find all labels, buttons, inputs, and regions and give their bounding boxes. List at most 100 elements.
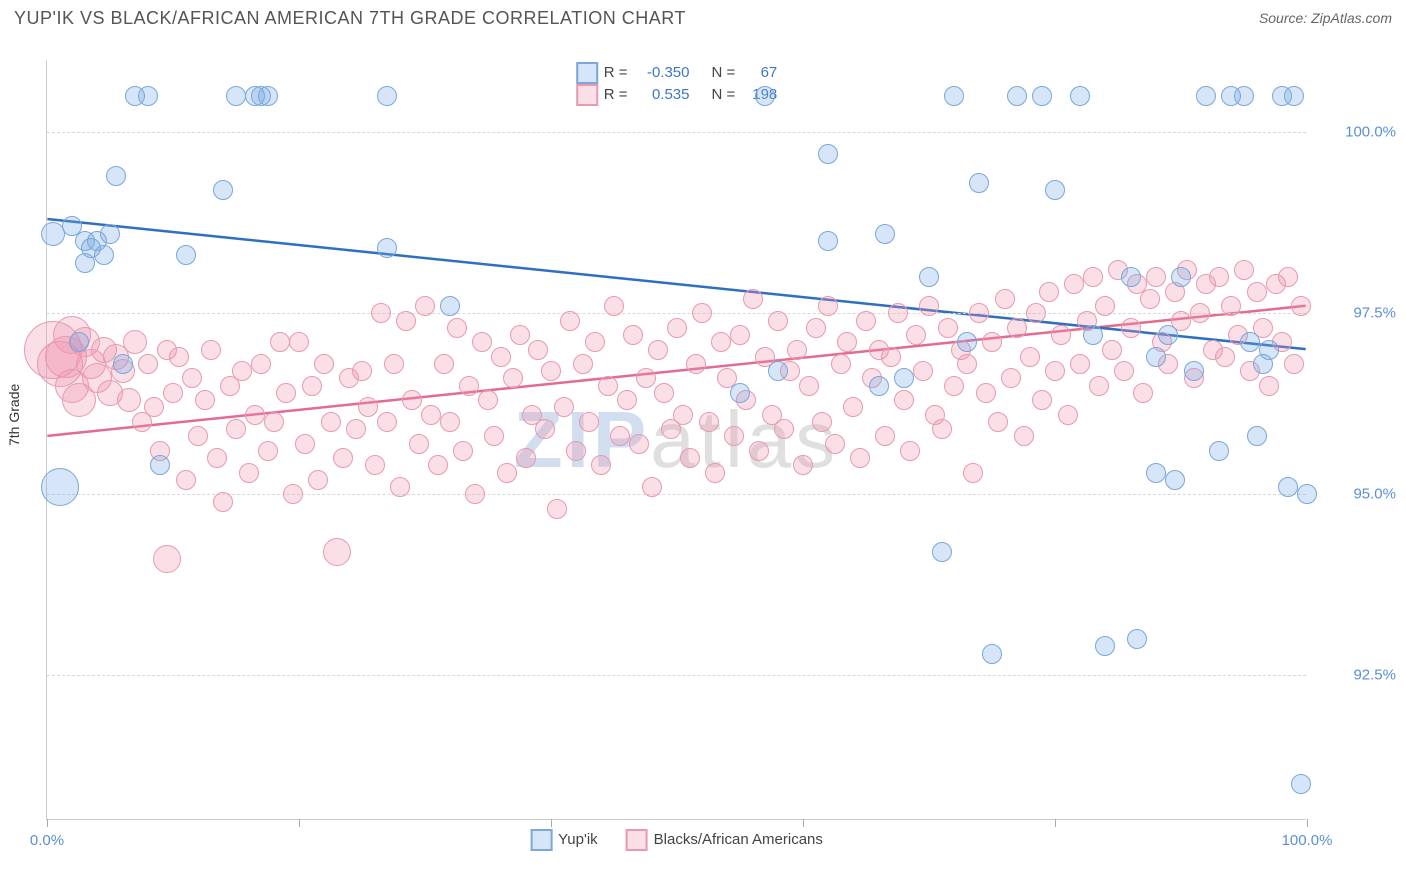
- source-label: Source: ZipAtlas.com: [1259, 10, 1392, 26]
- x-tick: [1307, 819, 1308, 827]
- data-point-pink: [283, 484, 303, 504]
- plot-area: ZIPatlas R = -0.350 N = 67 R = 0.535 N =…: [46, 60, 1306, 820]
- data-point-pink: [295, 434, 315, 454]
- data-point-blue: [213, 180, 233, 200]
- data-point-blue: [1083, 325, 1103, 345]
- data-point-pink: [843, 397, 863, 417]
- data-point-pink: [610, 426, 630, 446]
- data-point-pink: [1114, 361, 1134, 381]
- data-point-pink: [774, 419, 794, 439]
- data-point-pink: [434, 354, 454, 374]
- data-point-pink: [308, 470, 328, 490]
- data-point-pink: [396, 311, 416, 331]
- data-point-pink: [995, 289, 1015, 309]
- data-point-pink: [591, 455, 611, 475]
- x-tick: [299, 819, 300, 827]
- data-point-pink: [264, 412, 284, 432]
- data-point-pink: [402, 390, 422, 410]
- data-point-pink: [573, 354, 593, 374]
- data-point-pink: [636, 368, 656, 388]
- data-point-pink: [623, 325, 643, 345]
- data-point-pink: [812, 412, 832, 432]
- x-tick: [803, 819, 804, 827]
- data-point-pink: [856, 311, 876, 331]
- data-point-blue: [818, 144, 838, 164]
- data-point-pink: [963, 463, 983, 483]
- data-point-pink: [497, 463, 517, 483]
- grid-line: [47, 313, 1306, 314]
- data-point-pink: [932, 419, 952, 439]
- data-point-pink: [818, 296, 838, 316]
- data-point-pink: [289, 332, 309, 352]
- data-point-pink: [459, 376, 479, 396]
- data-point-blue: [982, 644, 1002, 664]
- data-point-blue: [957, 332, 977, 352]
- data-point-pink: [825, 434, 845, 454]
- data-point-blue: [258, 86, 278, 106]
- data-point-blue: [226, 86, 246, 106]
- legend-swatch-blue: [576, 62, 598, 84]
- n-label: N =: [712, 84, 736, 106]
- data-point-pink: [793, 455, 813, 475]
- data-point-pink: [176, 470, 196, 490]
- data-point-pink: [642, 477, 662, 497]
- bottom-legend-item-blue: Yup'ik: [530, 829, 598, 851]
- n-value-blue: 67: [741, 62, 777, 84]
- data-point-blue: [1259, 340, 1279, 360]
- data-point-blue: [1070, 86, 1090, 106]
- y-tick-label: 100.0%: [1316, 124, 1396, 141]
- data-point-blue: [875, 224, 895, 244]
- data-point-pink: [365, 455, 385, 475]
- data-point-blue: [377, 86, 397, 106]
- grid-line: [47, 675, 1306, 676]
- data-point-pink: [447, 318, 467, 338]
- data-point-pink: [1007, 318, 1027, 338]
- data-point-blue: [1171, 267, 1191, 287]
- data-point-pink: [491, 347, 511, 367]
- data-point-pink: [881, 347, 901, 367]
- data-point-blue: [75, 253, 95, 273]
- data-point-pink: [195, 390, 215, 410]
- data-point-pink: [390, 477, 410, 497]
- data-point-pink: [560, 311, 580, 331]
- data-point-pink: [472, 332, 492, 352]
- data-point-pink: [163, 383, 183, 403]
- data-point-pink: [1001, 368, 1021, 388]
- data-point-pink: [976, 383, 996, 403]
- grid-line: [47, 494, 1306, 495]
- data-point-pink: [673, 405, 693, 425]
- data-point-pink: [453, 441, 473, 461]
- data-point-pink: [906, 325, 926, 345]
- data-point-pink: [806, 318, 826, 338]
- data-point-pink: [598, 376, 618, 396]
- data-point-pink: [251, 354, 271, 374]
- trend-lines-svg: [47, 60, 1306, 819]
- data-point-pink: [503, 368, 523, 388]
- data-point-blue: [1297, 484, 1317, 504]
- data-point-pink: [900, 441, 920, 461]
- data-point-blue: [1240, 332, 1260, 352]
- data-point-pink: [699, 412, 719, 432]
- data-point-blue: [1209, 441, 1229, 461]
- data-point-pink: [321, 412, 341, 432]
- data-point-pink: [1221, 296, 1241, 316]
- data-point-pink: [629, 434, 649, 454]
- data-point-pink: [711, 332, 731, 352]
- data-point-pink: [1083, 267, 1103, 287]
- data-point-pink: [585, 332, 605, 352]
- data-point-pink: [1284, 354, 1304, 374]
- data-point-pink: [270, 332, 290, 352]
- bottom-legend-item-pink: Blacks/African Americans: [626, 829, 823, 851]
- data-point-pink: [787, 340, 807, 360]
- data-point-pink: [333, 448, 353, 468]
- data-point-pink: [888, 303, 908, 323]
- legend-swatch-pink: [626, 829, 648, 851]
- data-point-pink: [153, 545, 181, 573]
- data-point-pink: [213, 492, 233, 512]
- data-point-pink: [969, 303, 989, 323]
- data-point-pink: [799, 376, 819, 396]
- data-point-pink: [226, 419, 246, 439]
- data-point-pink: [554, 397, 574, 417]
- data-point-pink: [1058, 405, 1078, 425]
- data-point-pink: [1234, 260, 1254, 280]
